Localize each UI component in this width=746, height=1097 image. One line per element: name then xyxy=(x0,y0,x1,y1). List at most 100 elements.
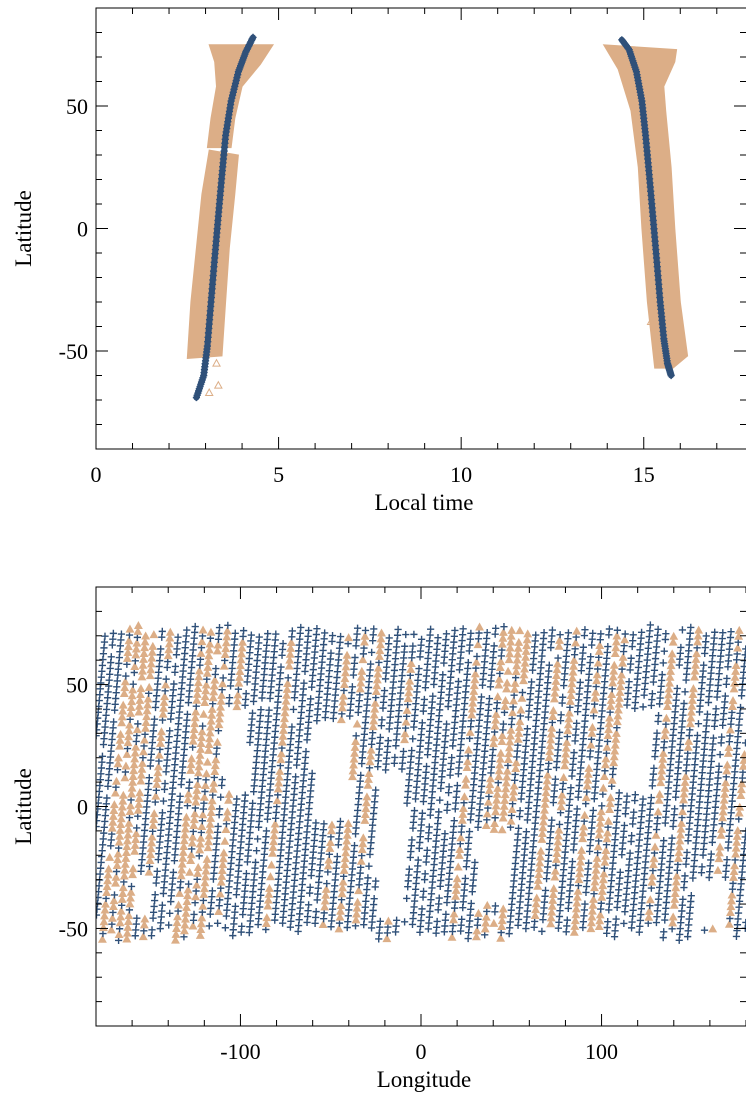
triangle-marker xyxy=(485,774,495,783)
triangle-marker xyxy=(147,838,157,847)
plus-marker xyxy=(149,827,157,835)
triangle-marker xyxy=(178,853,188,862)
triangle-marker xyxy=(725,908,735,917)
plus-marker xyxy=(305,626,313,635)
plus-marker xyxy=(358,851,366,860)
triangle-marker xyxy=(500,790,510,799)
triangle-marker xyxy=(586,740,596,749)
triangle-marker xyxy=(681,771,691,780)
triangle-marker xyxy=(204,740,214,749)
triangle-marker xyxy=(653,807,663,816)
triangle-marker xyxy=(123,916,133,925)
plus-marker xyxy=(548,626,557,634)
plus-marker xyxy=(494,779,502,787)
triangle-marker xyxy=(671,883,681,892)
plus-marker xyxy=(404,701,412,709)
plus-marker xyxy=(603,737,612,746)
triangle-marker xyxy=(128,685,138,694)
plus-marker xyxy=(102,894,110,903)
triangle-marker xyxy=(615,693,624,702)
triangle-marker xyxy=(350,748,360,757)
triangle-marker xyxy=(361,804,371,813)
triangle-marker xyxy=(196,648,206,657)
triangle-marker xyxy=(715,848,724,857)
y-tick-label: 50 xyxy=(66,94,88,119)
triangle-marker xyxy=(600,857,610,866)
triangle-marker xyxy=(490,818,500,827)
plus-marker xyxy=(625,678,633,686)
plus-marker xyxy=(264,630,272,638)
triangle-marker xyxy=(285,655,295,664)
triangle-marker xyxy=(665,672,675,681)
triangle-marker xyxy=(235,666,245,675)
plus-marker xyxy=(639,795,647,803)
triangle-marker xyxy=(122,934,132,943)
plus-marker xyxy=(115,844,123,852)
triangle-marker xyxy=(182,897,192,906)
plus-marker xyxy=(540,629,548,637)
triangle-marker xyxy=(172,923,181,932)
triangle-marker xyxy=(142,706,152,715)
triangle-marker xyxy=(131,650,141,659)
plus-marker xyxy=(589,712,598,720)
plus-marker xyxy=(151,891,159,899)
triangle-marker xyxy=(103,870,113,879)
y-tick-label: -50 xyxy=(59,339,88,364)
triangle-marker xyxy=(614,699,624,708)
triangle-marker xyxy=(609,666,619,675)
triangle-marker xyxy=(161,680,171,689)
triangle-marker xyxy=(146,844,156,853)
plus-marker xyxy=(598,802,606,810)
plus-marker xyxy=(587,653,595,661)
plus-marker xyxy=(586,747,595,755)
triangle-marker xyxy=(165,627,175,636)
plus-marker xyxy=(312,819,320,827)
triangle-marker xyxy=(494,772,504,781)
triangle-marker xyxy=(722,766,732,775)
triangle-marker xyxy=(661,713,671,722)
plus-marker xyxy=(606,708,614,716)
plus-marker xyxy=(401,918,409,926)
plus-marker xyxy=(450,817,458,825)
triangle-marker xyxy=(159,703,169,712)
plus-marker xyxy=(194,775,202,783)
triangle-marker xyxy=(131,835,141,844)
triangle-marker xyxy=(693,637,703,646)
plus-marker xyxy=(429,692,437,700)
triangle-marker xyxy=(468,692,478,701)
triangle-marker xyxy=(109,800,119,809)
triangle-marker xyxy=(368,722,378,731)
triangle-marker xyxy=(591,687,601,696)
triangle-marker xyxy=(590,693,600,702)
triangle-marker xyxy=(593,842,603,851)
plus-marker xyxy=(209,700,217,708)
triangle-marker xyxy=(523,629,533,638)
triangle-marker xyxy=(348,766,358,775)
triangle-marker xyxy=(131,644,141,653)
triangle-marker xyxy=(125,899,135,908)
triangle-marker xyxy=(123,647,133,656)
triangle-marker xyxy=(181,914,190,923)
triangle-marker xyxy=(132,638,142,647)
triangle-marker xyxy=(590,877,600,886)
plus-marker xyxy=(508,715,516,723)
triangle-marker xyxy=(647,877,657,886)
triangle-marker xyxy=(554,641,564,650)
triangle-marker xyxy=(611,728,621,737)
triangle-marker xyxy=(664,690,673,699)
triangle-marker xyxy=(680,777,690,786)
plus-marker xyxy=(649,866,657,875)
plus-marker xyxy=(101,632,109,640)
triangle-marker xyxy=(135,689,145,698)
plus-marker xyxy=(219,674,227,682)
triangle-marker xyxy=(192,785,202,794)
triangle-marker xyxy=(671,877,681,886)
triangle-marker xyxy=(127,783,137,792)
triangle-marker xyxy=(686,713,696,722)
plus-marker xyxy=(594,665,602,673)
triangle-marker xyxy=(353,897,363,906)
plus-marker xyxy=(668,925,676,933)
plus-marker xyxy=(579,643,587,651)
triangle-marker xyxy=(186,760,196,769)
plus-marker xyxy=(694,720,703,728)
